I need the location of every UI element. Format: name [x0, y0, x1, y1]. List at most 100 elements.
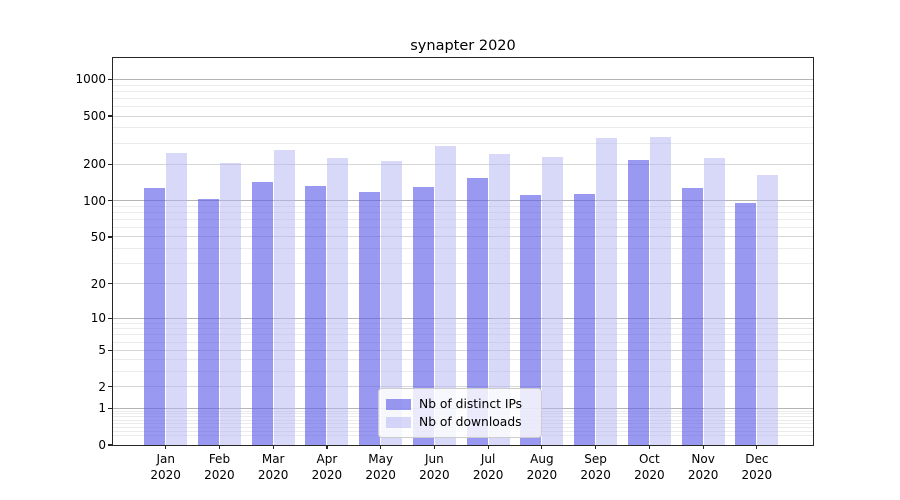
- bar-downloads: [649, 137, 671, 445]
- y-axis-tick: [108, 78, 112, 81]
- x-axis-tick: [380, 445, 382, 449]
- gridline-minor: [113, 105, 813, 107]
- x-axis-tick: [433, 445, 435, 449]
- y-axis-tick: [108, 236, 112, 238]
- bar-downloads: [219, 163, 241, 445]
- x-tick-label: Oct 2020: [634, 452, 665, 482]
- bar-downloads: [542, 157, 564, 445]
- y-tick-label: 500: [83, 109, 106, 124]
- bar-distinct-ips: [735, 202, 757, 445]
- x-axis-tick: [326, 445, 328, 449]
- bar-downloads: [703, 158, 725, 445]
- y-tick-label: 50: [90, 229, 106, 244]
- gridline-minor: [113, 248, 813, 249]
- x-axis-tick: [487, 445, 489, 449]
- bar-downloads: [596, 138, 618, 445]
- x-axis-tick: [541, 445, 543, 449]
- bar-distinct-ips: [251, 182, 273, 445]
- bar-distinct-ips: [412, 187, 434, 445]
- y-tick-label: 0: [98, 438, 106, 452]
- bar-distinct-ips: [520, 194, 542, 445]
- gridline-labeled: [113, 283, 813, 285]
- gridline-minor: [113, 341, 813, 343]
- x-tick-label: Nov 2020: [687, 452, 719, 482]
- legend-item-distinct-ips: Nb of distinct IPs: [386, 395, 533, 413]
- y-tick-label: 100: [83, 193, 106, 208]
- gridline-labeled: [113, 163, 813, 165]
- gridline-minor: [113, 262, 813, 264]
- gridline-labeled: [113, 115, 813, 117]
- y-axis-tick: [108, 349, 112, 351]
- gridline-labeled: [113, 236, 813, 238]
- gridline-minor: [113, 90, 813, 92]
- x-tick-label: Sep 2020: [580, 452, 611, 482]
- bar-downloads: [273, 149, 295, 445]
- legend-swatch-distinct-ips: [386, 398, 411, 410]
- legend-label-downloads: Nb of downloads: [419, 415, 522, 429]
- gridline-minor: [113, 334, 813, 336]
- chart-title: synapter 2020: [410, 38, 516, 54]
- y-tick-label: 200: [83, 157, 106, 172]
- legend: Nb of distinct IPs Nb of downloads: [378, 388, 542, 438]
- x-tick-label: May 2020: [365, 452, 396, 482]
- y-axis-tick: [108, 386, 112, 388]
- gridline-labeled: [113, 349, 813, 351]
- gridline-minor: [113, 84, 813, 86]
- bar-distinct-ips: [359, 191, 381, 445]
- bar-distinct-ips: [681, 188, 703, 445]
- gridline-decade: [113, 317, 813, 319]
- x-axis-tick: [218, 445, 221, 449]
- gridline-minor: [113, 226, 813, 228]
- y-tick-label: 20: [90, 276, 106, 291]
- x-tick-label: Aug 2020: [526, 452, 558, 482]
- gridline-minor: [113, 218, 813, 220]
- y-axis-tick: [108, 163, 112, 165]
- x-tick-label: Apr 2020: [311, 452, 343, 482]
- y-axis-tick: [108, 407, 112, 409]
- x-axis-tick: [595, 445, 597, 449]
- gridline-minor: [113, 97, 813, 99]
- gridline-minor: [113, 205, 813, 207]
- x-axis-tick: [648, 445, 650, 449]
- bar-distinct-ips: [466, 177, 488, 445]
- x-tick-label: Jan 2020: [150, 452, 181, 482]
- gridline-decade: [113, 78, 813, 80]
- plot-area: [113, 58, 813, 445]
- gridline-minor: [113, 211, 813, 213]
- bar-distinct-ips: [197, 199, 219, 445]
- bar-downloads: [381, 161, 403, 445]
- y-tick-label: 10: [90, 311, 106, 326]
- x-tick-label: Jul 2020: [472, 452, 504, 482]
- y-tick-label: 1: [98, 401, 106, 416]
- gridline-decade: [113, 200, 813, 202]
- x-tick-label: Feb 2020: [204, 452, 235, 482]
- gridline-minor: [113, 359, 813, 361]
- y-axis-tick: [108, 283, 112, 285]
- gridline-minor: [113, 322, 813, 324]
- x-axis-tick: [165, 445, 167, 449]
- bar-downloads: [166, 153, 188, 445]
- y-tick-label: 1000: [75, 72, 106, 87]
- x-tick-label: Jun 2020: [419, 452, 450, 482]
- bar-distinct-ips: [627, 159, 649, 445]
- bar-distinct-ips: [305, 186, 327, 445]
- gridline-labeled: [113, 386, 813, 388]
- bar-downloads: [757, 174, 779, 445]
- y-axis-tick: [108, 444, 112, 446]
- gridline-minor: [113, 142, 813, 144]
- legend-label-distinct-ips: Nb of distinct IPs: [419, 397, 523, 411]
- bar-distinct-ips: [144, 188, 166, 445]
- y-tick-label: 2: [98, 379, 106, 394]
- legend-swatch-downloads: [386, 416, 411, 428]
- bar-downloads: [327, 158, 349, 445]
- x-tick-label: Mar 2020: [257, 452, 289, 482]
- bar-distinct-ips: [574, 194, 596, 445]
- x-axis-tick: [756, 445, 758, 449]
- legend-item-downloads: Nb of downloads: [386, 413, 533, 431]
- gridline-minor: [113, 371, 813, 373]
- x-tick-label: Dec 2020: [741, 452, 773, 482]
- y-axis-tick: [108, 115, 112, 117]
- y-axis-tick: [108, 200, 112, 202]
- gridline-minor: [113, 127, 813, 129]
